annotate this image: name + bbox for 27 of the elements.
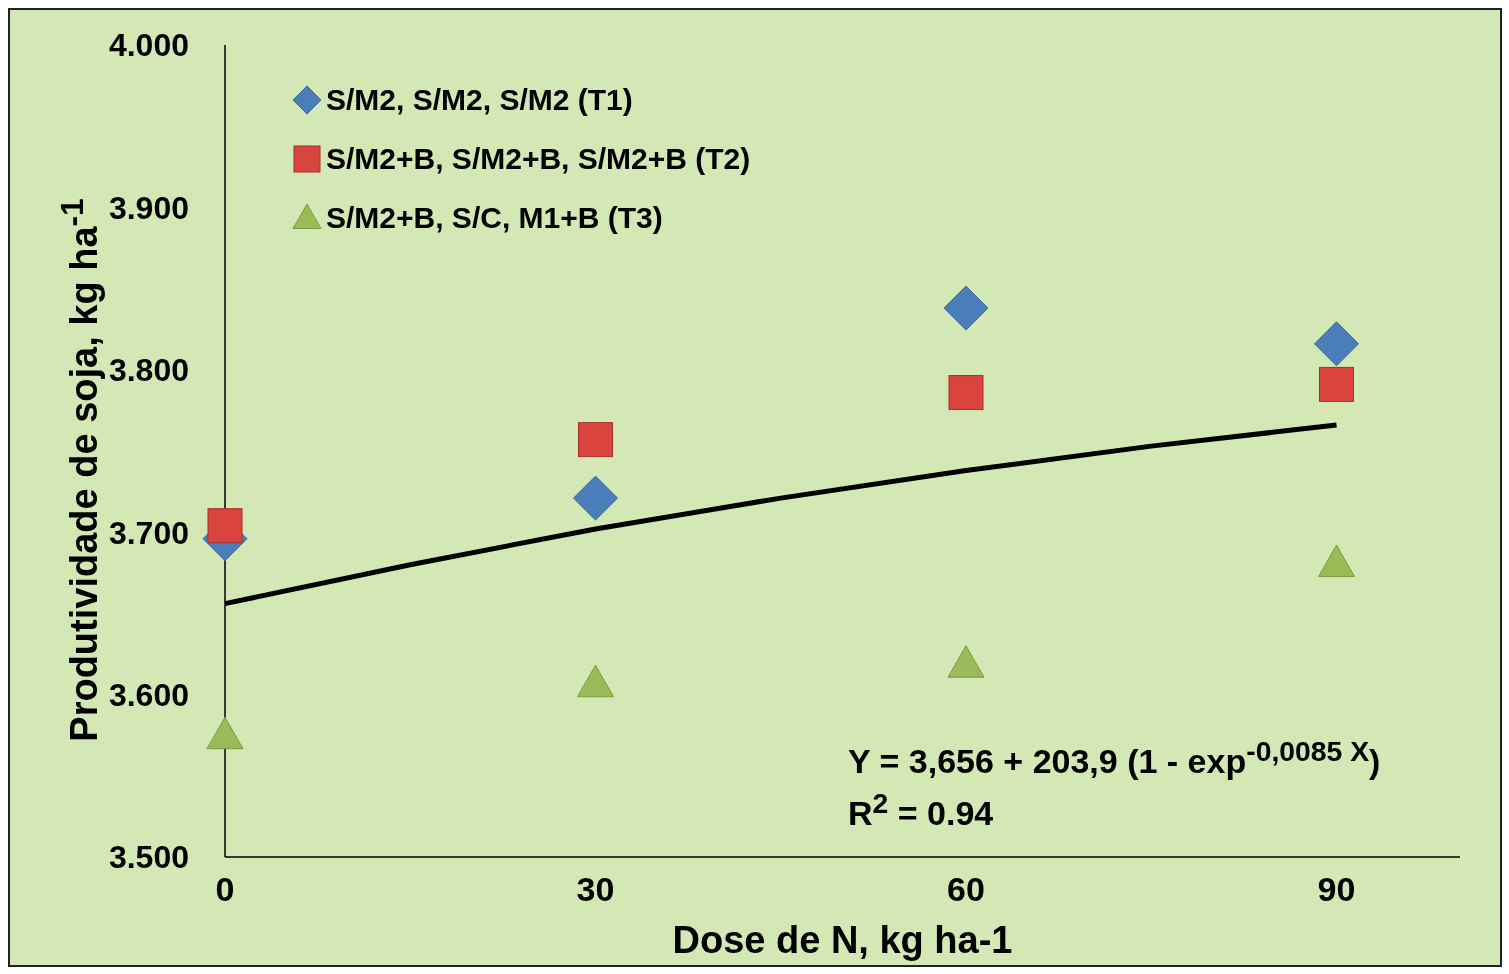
x-tick-label: 30 bbox=[576, 870, 615, 909]
point bbox=[947, 645, 985, 678]
point bbox=[573, 475, 618, 521]
y-tick-label: 3.600 bbox=[108, 676, 189, 713]
point bbox=[206, 716, 244, 750]
legend-label: S/M2+B, S/C, M1+B (T3) bbox=[326, 200, 663, 235]
x-tick-label: 90 bbox=[1317, 870, 1356, 909]
y-tick-label: 3.700 bbox=[108, 514, 189, 551]
x-tick-label: 60 bbox=[947, 870, 985, 909]
legend-label: S/M2, S/M2, S/M2 (T1) bbox=[326, 82, 633, 117]
point bbox=[207, 508, 243, 544]
x-axis-title: Dose de N, kg ha-1 bbox=[672, 919, 1013, 961]
point bbox=[1318, 544, 1355, 578]
point bbox=[1319, 366, 1354, 402]
y-tick-label: 3.900 bbox=[108, 189, 189, 226]
y-tick-label: 3.800 bbox=[108, 352, 189, 389]
x-tick-label: 0 bbox=[215, 870, 235, 909]
legend-label: S/M2+B, S/M2+B, S/M2+B (T2) bbox=[326, 141, 751, 176]
point bbox=[578, 422, 613, 458]
annotation: Y = 3,656 + 203,9 (1 - exp$^{-0,0085 X}$) bbox=[848, 735, 1381, 782]
point bbox=[943, 285, 989, 331]
point bbox=[577, 664, 614, 698]
point bbox=[1314, 321, 1359, 367]
y-tick-label: 4.000 bbox=[108, 27, 189, 64]
y-tick-label: 3.500 bbox=[108, 839, 189, 876]
point bbox=[948, 375, 984, 411]
annotation: R$^{2}$ = 0.94 bbox=[848, 787, 994, 834]
